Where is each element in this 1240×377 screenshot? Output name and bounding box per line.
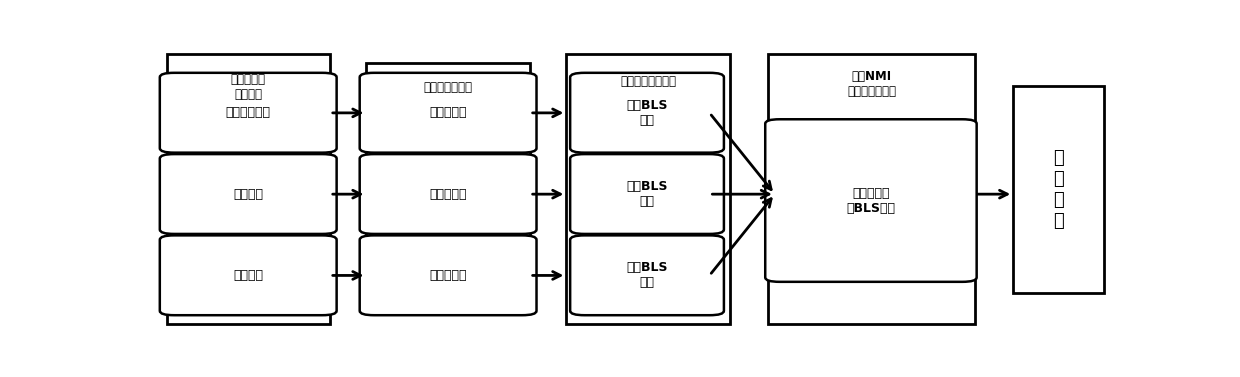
FancyBboxPatch shape (567, 54, 729, 324)
Text: 模态的特征: 模态的特征 (429, 187, 466, 201)
Text: 视觉模态: 视觉模态 (233, 269, 263, 282)
Text: 判
决
架
构: 判 决 架 构 (1054, 149, 1064, 230)
FancyBboxPatch shape (160, 154, 336, 234)
Text: 模态BLS
特征: 模态BLS 特征 (626, 180, 668, 208)
FancyBboxPatch shape (360, 154, 537, 234)
FancyBboxPatch shape (166, 54, 330, 324)
FancyBboxPatch shape (768, 54, 975, 324)
Text: 宽度学习特征映射: 宽度学习特征映射 (620, 75, 676, 88)
FancyBboxPatch shape (1013, 86, 1105, 293)
FancyBboxPatch shape (367, 63, 529, 301)
FancyBboxPatch shape (765, 119, 977, 282)
Text: 音频模态: 音频模态 (233, 187, 263, 201)
FancyBboxPatch shape (570, 235, 724, 315)
Text: 模态的特征: 模态的特征 (429, 106, 466, 119)
Text: 模态的特征: 模态的特征 (429, 269, 466, 282)
FancyBboxPatch shape (360, 73, 537, 153)
Text: 生理信号模态: 生理信号模态 (226, 106, 270, 119)
Text: 多模态融合
的BLS特征: 多模态融合 的BLS特征 (847, 187, 895, 215)
Text: 确定NMI
多模态融合方式: 确定NMI 多模态融合方式 (847, 70, 897, 98)
FancyBboxPatch shape (570, 73, 724, 153)
FancyBboxPatch shape (160, 73, 336, 153)
FancyBboxPatch shape (570, 154, 724, 234)
Text: 模态BLS
特征: 模态BLS 特征 (626, 261, 668, 289)
FancyBboxPatch shape (360, 235, 537, 315)
FancyBboxPatch shape (160, 235, 336, 315)
Text: 模态BLS
特征: 模态BLS 特征 (626, 99, 668, 127)
Text: 多模态特征提取: 多模态特征提取 (424, 81, 472, 94)
Text: 多模态数据
采集输入: 多模态数据 采集输入 (231, 74, 265, 101)
